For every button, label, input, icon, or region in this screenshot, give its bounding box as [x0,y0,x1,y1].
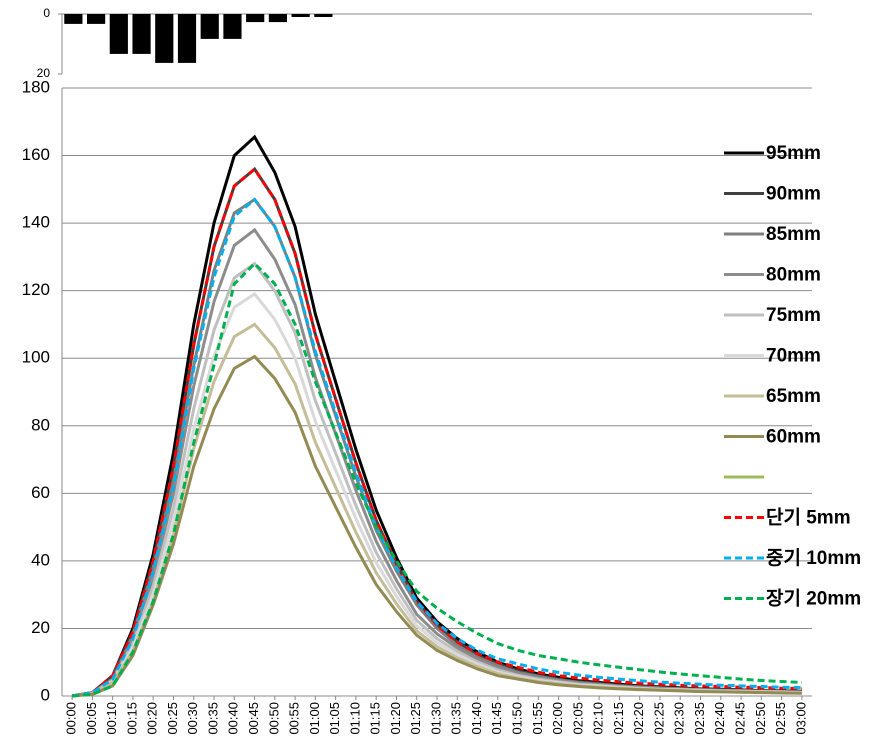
x-tick-label: 02:15 [611,702,626,735]
x-tick-label: 02:25 [651,702,666,735]
x-tick-label: 00:45 [246,702,261,735]
x-tick-label: 00:50 [266,702,281,735]
y-tick-label: 60 [31,483,50,502]
x-tick-label: 00:15 [124,702,139,735]
y-tick-label: 20 [37,66,51,80]
x-tick-label: 00:35 [205,702,220,735]
series-line [71,354,802,698]
x-tick-label: 01:00 [307,702,322,735]
bar [87,14,106,24]
y-tick-label: 80 [31,415,50,434]
y-tick-label: 100 [22,348,50,367]
bar [314,14,333,17]
x-tick-label: 01:55 [530,702,545,735]
y-tick-label: 140 [22,213,50,232]
bar [155,14,174,63]
bar [291,14,310,17]
y-tick-label: 160 [22,145,50,164]
legend-label: 60mm [766,427,821,448]
y-tick-label: 0 [43,6,50,20]
y-tick-label: 0 [41,685,50,704]
x-tick-label: 02:05 [570,702,585,735]
bar [268,14,287,23]
x-tick-label: 00:10 [104,702,119,735]
bar [223,14,242,39]
x-tick-label: 01:10 [347,702,362,735]
x-tick-label: 02:00 [550,702,565,735]
x-tick-label: 00:40 [226,702,241,735]
x-tick-label: 01:35 [449,702,464,735]
x-tick-label: 01:40 [469,702,484,735]
bar [246,14,265,23]
y-tick-label: 180 [22,77,50,96]
legend-label: 95mm [766,143,821,164]
x-tick-label: 02:50 [753,702,768,735]
y-tick-label: 40 [31,550,50,569]
x-tick-label: 01:30 [428,702,443,735]
legend-label: 90mm [766,184,821,205]
x-tick-label: 01:05 [327,702,342,735]
bar [109,14,128,54]
legend-label: 장기 20mm [766,588,861,610]
x-tick-label: 00:00 [64,702,79,735]
bar [132,14,151,54]
x-tick-label: 02:40 [712,702,727,735]
bar [64,14,83,24]
bar [177,14,197,63]
series-line [71,197,802,698]
x-tick-label: 01:15 [368,702,383,735]
x-tick-label: 01:50 [510,702,525,735]
x-tick-label: 01:45 [489,702,504,735]
legend-label: 중기 10mm [766,547,861,569]
legend-label: 85mm [766,224,821,245]
x-tick-label: 00:05 [84,702,99,735]
legend-label: 80mm [766,265,821,286]
legend-label: 70mm [766,346,821,367]
x-tick-label: 00:25 [165,702,180,735]
series-line [71,261,802,698]
x-tick-label: 00:30 [185,702,200,735]
x-tick-label: 02:35 [692,702,707,735]
y-tick-label: 20 [31,618,50,637]
y-tick-label: 120 [22,280,50,299]
x-tick-label: 01:25 [408,702,423,735]
x-tick-label: 00:55 [287,702,302,735]
legend-label: 단기 5mm [766,507,851,529]
legend-label: 65mm [766,386,821,407]
series-line [71,166,802,698]
x-tick-label: 02:55 [773,702,788,735]
legend-label: 75mm [766,305,821,326]
x-tick-label: 03:00 [793,702,808,735]
x-tick-label: 00:20 [145,702,160,735]
bar [200,14,219,39]
x-tick-label: 02:30 [672,702,687,735]
x-tick-label: 01:20 [388,702,403,735]
x-tick-label: 02:45 [732,702,747,735]
x-tick-label: 02:20 [631,702,646,735]
x-tick-label: 02:10 [591,702,606,735]
